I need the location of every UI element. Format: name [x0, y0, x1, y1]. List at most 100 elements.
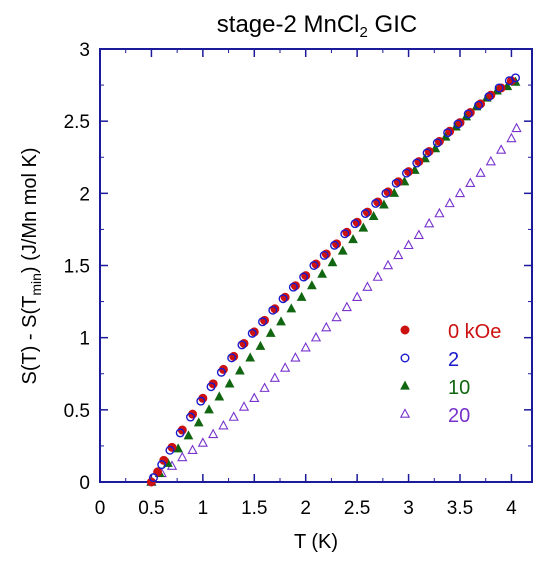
data-point — [412, 158, 422, 168]
data-point — [474, 100, 484, 110]
y-tick-label: 2.5 — [64, 112, 90, 133]
data-point — [148, 473, 158, 483]
data-point — [422, 148, 432, 158]
legend-label: 10 — [448, 377, 470, 399]
data-point — [247, 328, 257, 338]
data-point — [454, 187, 466, 198]
data-point — [381, 188, 391, 198]
data-point — [265, 327, 276, 337]
data-point — [290, 352, 301, 362]
data-point — [235, 365, 245, 375]
data-point — [238, 401, 250, 411]
data-point — [348, 234, 358, 244]
data-point — [444, 197, 455, 208]
data-point — [278, 294, 288, 304]
legend-label: 0 kOe — [448, 321, 501, 343]
data-point — [165, 445, 175, 455]
data-point — [259, 382, 270, 392]
data-points — [146, 73, 522, 487]
data-point — [280, 362, 291, 372]
x-tick-label: 3 — [403, 498, 414, 519]
data-point — [413, 229, 424, 239]
data-point — [337, 245, 348, 255]
x-tick-label: 2 — [300, 498, 311, 519]
data-point — [255, 340, 266, 350]
x-tick-label: 0 — [95, 498, 106, 519]
data-point — [146, 477, 156, 487]
y-tick-label: 1.5 — [64, 257, 90, 278]
data-point — [175, 428, 185, 438]
x-tick-label: 2.5 — [344, 498, 370, 519]
legend-label: 2 — [448, 349, 459, 371]
data-point — [331, 311, 342, 322]
x-tick-label: 1 — [198, 498, 209, 519]
data-point — [350, 219, 360, 229]
legend: 0 kOe 2 10 20 — [399, 321, 501, 427]
data-point — [300, 342, 311, 352]
data-point — [177, 451, 188, 462]
legend-marker — [400, 380, 410, 390]
data-point — [484, 92, 494, 102]
data-point — [341, 301, 352, 312]
data-point — [475, 167, 486, 177]
data-point — [485, 155, 496, 166]
x-axis-ticks: 0 0.5 1 1.5 2 2.5 3 3.5 4 — [95, 49, 517, 519]
y-tick-label: 0 — [79, 473, 90, 494]
data-point — [382, 259, 394, 270]
data-point — [227, 353, 237, 363]
x-axis-label: T (K) — [294, 531, 338, 553]
data-point — [317, 268, 328, 278]
data-point — [159, 455, 169, 465]
y-axis-label-main: S(T) - S(T — [19, 296, 41, 385]
series-1 — [148, 73, 521, 483]
data-point — [204, 404, 214, 414]
data-point — [372, 271, 383, 281]
x-tick-label: 3.5 — [447, 498, 473, 519]
data-point — [269, 372, 280, 382]
y-tick-label: 1 — [79, 329, 90, 350]
y-axis-label: S(T) - S(Tmin) (J/Mn mol K) — [19, 148, 44, 385]
data-point — [434, 207, 445, 218]
data-point — [424, 217, 435, 228]
data-point — [368, 210, 379, 221]
legend-marker — [400, 353, 410, 363]
y-axis-ticks: 0 0.5 1 1.5 2 2.5 3 — [64, 40, 532, 494]
data-point — [196, 396, 206, 406]
y-tick-label: 3 — [79, 40, 90, 61]
legend-label: 20 — [448, 405, 470, 427]
series-3 — [146, 122, 522, 486]
data-point — [307, 280, 317, 290]
x-tick-label: 1.5 — [241, 498, 267, 519]
legend-marker — [400, 325, 410, 335]
y-tick-label: 2 — [79, 184, 90, 205]
data-point — [197, 437, 208, 447]
data-point — [362, 281, 373, 291]
data-point — [193, 417, 204, 427]
y-axis-label-suffix: ) (J/Mn mol K) — [19, 148, 41, 274]
data-point — [360, 209, 370, 219]
data-point — [494, 83, 504, 93]
data-point — [340, 229, 350, 239]
data-point — [276, 316, 286, 326]
data-point — [245, 352, 256, 362]
data-point — [268, 305, 278, 315]
data-point — [183, 430, 194, 440]
data-point — [511, 73, 521, 83]
data-point — [249, 392, 260, 403]
data-point — [379, 199, 389, 209]
data-point — [393, 249, 404, 260]
data-point — [309, 261, 319, 271]
data-point — [218, 419, 229, 430]
data-point — [358, 222, 369, 232]
legend-marker — [399, 408, 411, 418]
data-point — [403, 239, 414, 250]
data-point — [330, 240, 340, 250]
data-point — [371, 198, 381, 208]
data-point — [506, 132, 517, 143]
chart-title: stage-2 MnCl2 GIC — [217, 11, 417, 41]
data-point — [321, 321, 332, 332]
x-tick-label: 4 — [506, 498, 517, 519]
y-tick-label: 0.5 — [64, 401, 90, 422]
data-point — [258, 317, 268, 327]
